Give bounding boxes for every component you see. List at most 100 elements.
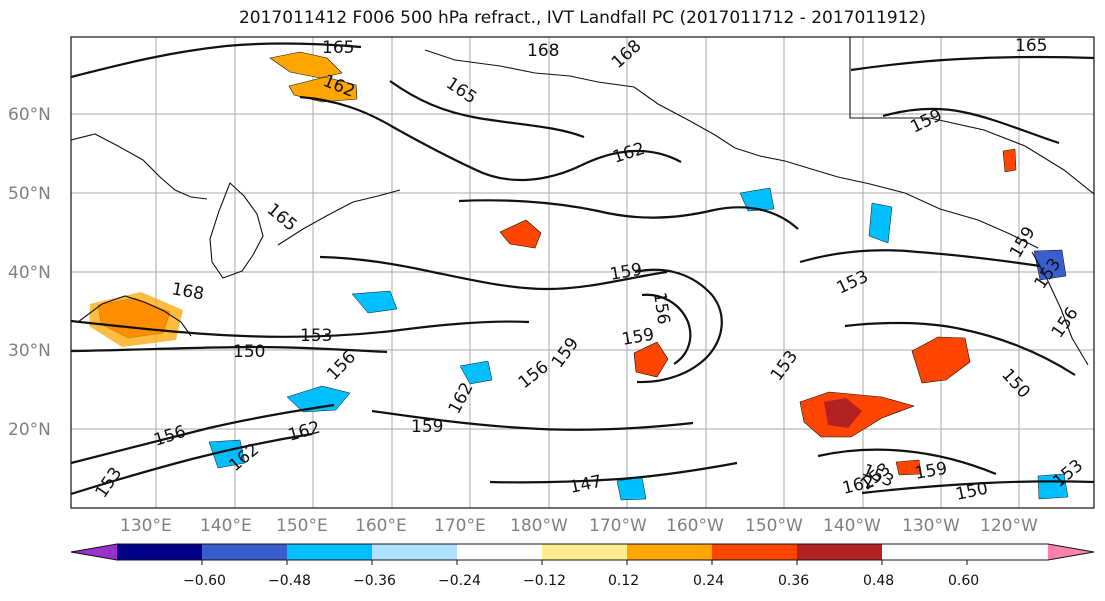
contour-label-14: 156 xyxy=(649,291,673,326)
colorbar-outline xyxy=(70,543,1095,561)
contour-line-153-central xyxy=(71,319,530,338)
contour-line-150-southeast xyxy=(861,480,1094,495)
colorbar-segment xyxy=(542,544,627,560)
contour-line-162-arctic xyxy=(299,95,682,182)
longitude-label-140e: 140°E xyxy=(200,516,252,536)
colorbar-segment xyxy=(202,544,287,560)
coastline-west-us xyxy=(1031,251,1089,366)
shade-darkred-subtropical-east xyxy=(824,398,862,428)
latitude-label-20n: 20°N xyxy=(8,420,51,440)
colorbar-label-012: 0.12 xyxy=(608,573,639,589)
colorbar-label-neg-036: −0.36 xyxy=(353,573,396,589)
contour-label-12: 153 xyxy=(300,326,332,346)
longitude-label-160w: 160°W xyxy=(666,516,724,536)
contour-label-5: 165 xyxy=(1015,36,1047,56)
colorbar-label-neg-012: −0.12 xyxy=(523,573,566,589)
colorbar-segments xyxy=(117,544,882,560)
contours xyxy=(71,42,1094,496)
shade-orange-kamchatka-edge xyxy=(89,292,183,347)
contour-line-150-south xyxy=(71,345,388,354)
shade-orange-central-north xyxy=(499,219,542,249)
colorbar-label-024: 0.24 xyxy=(693,573,724,589)
latitude-label-40n: 40°N xyxy=(8,263,51,283)
longitude-labels: 130°E 140°E 150°E 160°E 170°E 180°W 170°… xyxy=(120,516,1038,536)
colorbar-ticks xyxy=(201,560,968,565)
contour-label-16: 159 xyxy=(411,417,443,437)
contour-line-162-south xyxy=(71,403,335,465)
shade-orange-canada xyxy=(1002,148,1017,173)
shade-blue-coastal-bc xyxy=(868,202,893,244)
latitude-label-60n: 60°N xyxy=(8,105,51,125)
coastline-siberia xyxy=(71,133,208,200)
colorbar-over-triangle xyxy=(1048,544,1094,560)
contour-line-153-southeast xyxy=(817,448,997,476)
colorbar-label-neg-048: −0.48 xyxy=(268,573,311,589)
contour-line-153-east xyxy=(799,249,1041,268)
longitude-label-170e: 170°E xyxy=(434,516,486,536)
shade-orange-bering xyxy=(288,76,358,103)
contour-line-147-south xyxy=(489,461,738,484)
colorbar-segment xyxy=(372,544,457,560)
colorbar-label-neg-024: −0.24 xyxy=(438,573,481,589)
shade-blue-southeast xyxy=(1037,473,1069,500)
colorbar-segment xyxy=(117,544,202,560)
contour-label-2: 168 xyxy=(527,41,559,61)
shading-layer xyxy=(89,51,1069,501)
colorbar-segment xyxy=(797,544,882,560)
colorbar-label-060: 0.60 xyxy=(948,573,979,589)
colorbar-segment xyxy=(287,544,372,560)
shade-blue-gulf-alaska xyxy=(739,187,775,212)
colorbar-labels: −0.60 −0.48 −0.36 −0.24 −0.12 0.12 0.24 … xyxy=(183,573,979,589)
contour-line-165-north xyxy=(71,42,362,79)
shade-blue-small-west xyxy=(351,290,398,314)
shade-blue-california-coast xyxy=(1033,249,1067,281)
colorbar-label-036: 0.36 xyxy=(778,573,809,589)
map-layers xyxy=(71,37,1094,508)
contour-line-159-upper xyxy=(458,199,799,230)
longitude-label-140w: 140°W xyxy=(823,516,881,536)
latitude-label-50n: 50°N xyxy=(8,184,51,204)
map-title: 2017011412 F006 500 hPa refract., IVT La… xyxy=(238,8,926,28)
shade-red-california-offshore xyxy=(911,336,971,384)
contour-line-156-east-spiral xyxy=(634,268,723,384)
longitude-label-130w: 130°W xyxy=(902,516,960,536)
longitude-label-160e: 160°E xyxy=(355,516,407,536)
contour-line-162-east-top xyxy=(850,55,1094,72)
longitude-label-170w: 170°W xyxy=(589,516,647,536)
colorbar-under-triangle xyxy=(71,544,117,560)
shade-blue-central-south xyxy=(459,360,493,385)
colorbar: −0.60 −0.48 −0.36 −0.24 −0.12 0.12 0.24 … xyxy=(70,543,1095,589)
coastline-canada xyxy=(849,37,1094,195)
colorbar-segment xyxy=(627,544,712,560)
coastlines xyxy=(71,37,1094,366)
colorbar-segment xyxy=(457,544,542,560)
map-frame xyxy=(70,36,1095,509)
contour-line-156-east-inner xyxy=(641,293,692,365)
coastline-kamchatka xyxy=(209,182,264,279)
contour-label-1: 165 xyxy=(322,38,354,58)
colorbar-label-neg-060: −0.60 xyxy=(183,573,226,589)
longitude-label-120w: 120°W xyxy=(980,516,1038,536)
longitude-label-180w: 180°W xyxy=(510,516,568,536)
contour-line-159-south xyxy=(371,409,694,431)
contour-line-156-central xyxy=(319,255,668,291)
shade-blue-southwest xyxy=(208,439,246,469)
shade-orange-north-pacific xyxy=(633,341,669,378)
contour-line-165-bering xyxy=(389,80,585,139)
shade-orange-alaska xyxy=(269,51,343,79)
contour-line-150-east xyxy=(844,321,1076,376)
contour-line-159-east-upper xyxy=(882,107,1060,145)
longitude-label-150w: 150°W xyxy=(745,516,803,536)
contour-line-168-south xyxy=(71,432,313,496)
contour-label-13: 150 xyxy=(233,342,265,362)
latitude-labels: 20°N 30°N 40°N 50°N 60°N xyxy=(8,105,51,440)
longitude-label-130e: 130°E xyxy=(120,516,172,536)
colorbar-segment xyxy=(712,544,797,560)
latitude-label-30n: 30°N xyxy=(8,341,51,361)
coastline-japan xyxy=(77,295,192,337)
shade-blue-southcentral xyxy=(616,476,647,501)
coastline-aleutians xyxy=(277,189,401,246)
shade-orange-south-east xyxy=(895,459,922,476)
colorbar-label-048: 0.48 xyxy=(863,573,894,589)
